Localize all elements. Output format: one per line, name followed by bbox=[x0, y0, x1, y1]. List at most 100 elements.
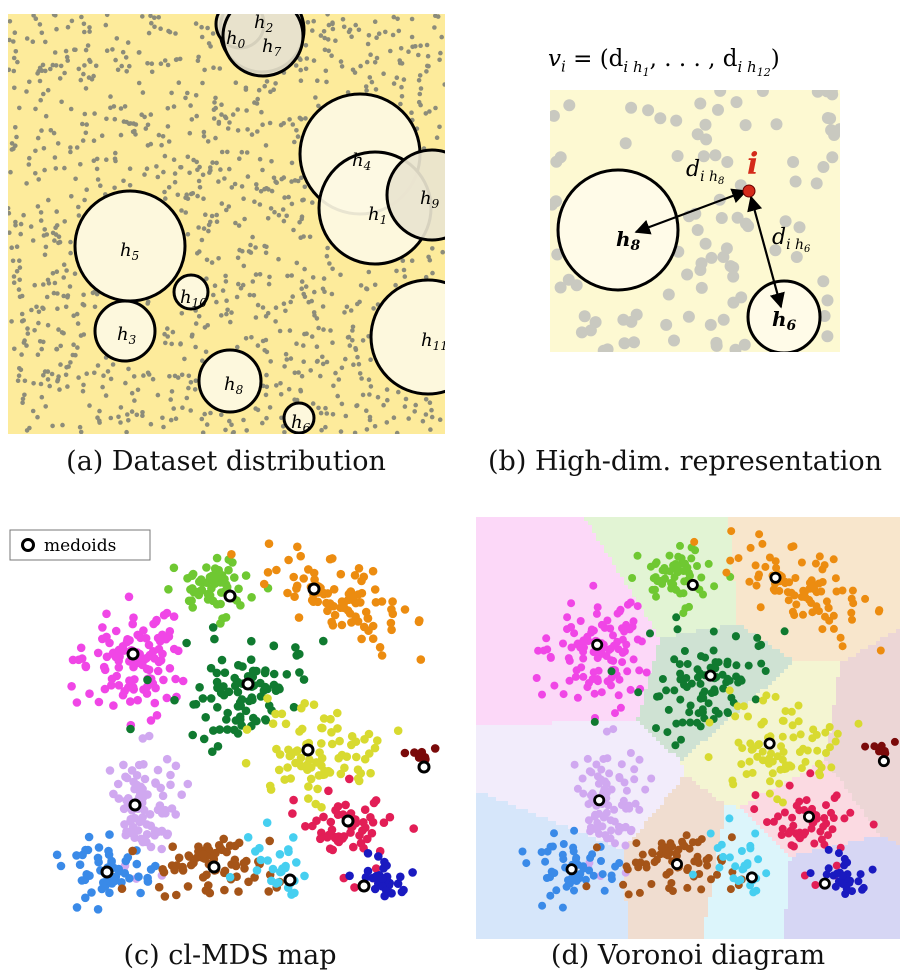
voronoi-point bbox=[559, 639, 567, 648]
voronoi-cell bbox=[644, 821, 725, 826]
dataset-point bbox=[83, 86, 89, 91]
dataset-point bbox=[278, 392, 284, 397]
voronoi-point bbox=[620, 627, 629, 636]
dataset-point bbox=[61, 330, 66, 336]
dataset-point bbox=[178, 165, 184, 170]
voronoi-point bbox=[737, 847, 746, 855]
map-point bbox=[284, 745, 293, 755]
voronoi-cell bbox=[868, 817, 900, 822]
dataset-point bbox=[97, 408, 102, 414]
voronoi-cell bbox=[724, 813, 749, 818]
voronoi-point bbox=[753, 633, 762, 642]
map-point bbox=[126, 697, 135, 706]
voronoi-cell bbox=[624, 581, 737, 586]
representation-point bbox=[642, 104, 655, 117]
map-point bbox=[146, 842, 156, 852]
dataset-point bbox=[146, 30, 152, 36]
dataset-point bbox=[162, 58, 168, 63]
voronoi-point bbox=[723, 660, 732, 669]
map-point bbox=[162, 754, 172, 764]
voronoi-cell bbox=[640, 829, 721, 834]
voronoi-cell bbox=[628, 921, 705, 926]
dataset-point bbox=[18, 221, 24, 227]
dataset-point bbox=[203, 212, 208, 217]
representation-point bbox=[821, 90, 834, 98]
voronoi-cell bbox=[788, 905, 900, 910]
dataset-point bbox=[11, 280, 17, 286]
dataset-point bbox=[211, 292, 216, 298]
dataset-point bbox=[14, 134, 19, 140]
map-point bbox=[168, 842, 177, 851]
map-point bbox=[246, 655, 256, 664]
dataset-point bbox=[301, 234, 306, 239]
dataset-point bbox=[239, 149, 245, 155]
dataset-point bbox=[24, 36, 30, 41]
voronoi-cell bbox=[604, 545, 733, 550]
map-point bbox=[256, 855, 266, 865]
map-point bbox=[153, 666, 163, 676]
voronoi-point bbox=[815, 552, 824, 561]
voronoi-cell bbox=[732, 537, 900, 542]
voronoi-point bbox=[732, 661, 741, 670]
map-point bbox=[169, 612, 179, 621]
voronoi-cell bbox=[476, 581, 625, 586]
voronoi-point bbox=[589, 668, 598, 677]
dataset-point bbox=[51, 130, 57, 136]
voronoi-point bbox=[570, 760, 579, 769]
distance-arrow-h8 bbox=[634, 188, 748, 235]
hole-circle bbox=[369, 278, 445, 396]
voronoi-point bbox=[710, 582, 719, 591]
dataset-point bbox=[10, 258, 16, 264]
hole-label: h4 bbox=[352, 150, 371, 173]
voronoi-cell bbox=[476, 537, 597, 542]
dataset-point bbox=[257, 272, 263, 277]
dataset-point bbox=[63, 372, 69, 378]
map-point bbox=[385, 812, 395, 822]
dataset-point bbox=[328, 328, 333, 333]
dataset-point bbox=[52, 280, 58, 286]
dataset-point bbox=[253, 245, 258, 250]
voronoi-point bbox=[725, 853, 734, 862]
dataset-point bbox=[131, 374, 137, 379]
dataset-point bbox=[208, 410, 213, 416]
dataset-point bbox=[195, 193, 200, 199]
voronoi-point bbox=[607, 656, 616, 665]
voronoi-point bbox=[622, 620, 631, 629]
voronoi-cell bbox=[672, 789, 709, 794]
voronoi-point bbox=[709, 627, 718, 636]
voronoi-cell bbox=[628, 917, 705, 922]
legend-medoid-icon bbox=[21, 538, 35, 552]
dataset-point bbox=[371, 306, 376, 311]
map-point bbox=[212, 553, 222, 563]
dataset-point bbox=[25, 331, 31, 336]
voronoi-point bbox=[750, 805, 759, 814]
dataset-point bbox=[158, 61, 164, 66]
dataset-point bbox=[115, 67, 121, 73]
dataset-point bbox=[202, 67, 207, 73]
voronoi-cell bbox=[868, 645, 900, 650]
map-point bbox=[264, 539, 274, 548]
dataset-point bbox=[104, 14, 110, 18]
voronoi-point bbox=[758, 756, 767, 765]
dataset-point bbox=[263, 143, 269, 148]
dataset-point bbox=[336, 377, 342, 382]
voronoi-point bbox=[824, 831, 832, 840]
dataset-point bbox=[241, 263, 247, 269]
map-point bbox=[84, 832, 94, 842]
dataset-point bbox=[188, 380, 194, 385]
hole-label-h: h bbox=[262, 36, 274, 57]
dataset-point bbox=[303, 43, 309, 48]
dataset-point bbox=[260, 122, 265, 127]
voronoi-cell bbox=[476, 541, 601, 546]
voronoi-cell bbox=[788, 869, 900, 874]
voronoi-point bbox=[838, 586, 847, 595]
hole-label-h: h bbox=[226, 28, 238, 49]
dataset-point bbox=[394, 75, 400, 80]
map-point bbox=[373, 736, 382, 745]
map-point bbox=[98, 634, 107, 644]
dataset-point bbox=[200, 358, 205, 364]
map-point bbox=[256, 692, 266, 701]
map-point bbox=[359, 622, 369, 632]
voronoi-point bbox=[634, 863, 643, 872]
dataset-point bbox=[84, 371, 89, 377]
